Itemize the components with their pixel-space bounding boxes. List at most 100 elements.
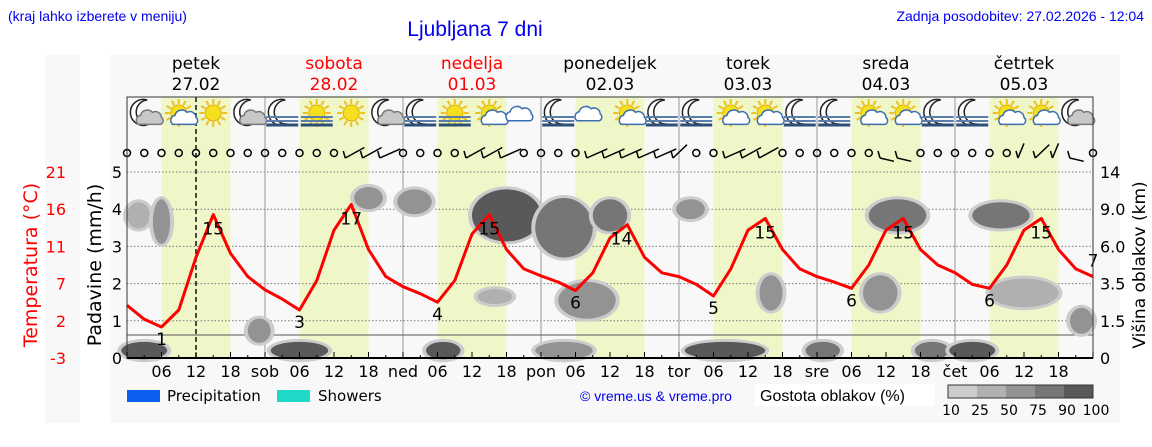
cloud-icon [574, 105, 603, 122]
density-step-label: 10 [942, 403, 960, 419]
wind-barb-icon [653, 148, 677, 159]
sun-ray [718, 116, 724, 121]
sun-ray [205, 120, 210, 126]
moon-cloud-icon [1061, 98, 1096, 127]
wind-barb-icon [1032, 144, 1050, 159]
sun-ray [1010, 100, 1015, 106]
sun-ray [182, 100, 187, 106]
cloud-shape [618, 109, 647, 126]
cloud-shape [998, 109, 1027, 126]
sun-ray [200, 105, 206, 110]
credit-link[interactable]: © vreme.us & vreme.pro [580, 388, 732, 404]
cloud-patch [805, 341, 840, 360]
wind-barb-icon [377, 148, 401, 159]
barb-staff [482, 146, 503, 159]
barb-tick [601, 150, 605, 159]
x-tick-label: tor [668, 362, 691, 381]
sun-ray [1014, 105, 1020, 110]
wind-barb-icon [618, 148, 643, 159]
cloud-patch [426, 341, 461, 360]
barb-staff [879, 157, 895, 163]
temperature-label: 1 [156, 330, 167, 350]
x-tick-label: 18 [634, 362, 654, 381]
sun-ray [304, 105, 310, 110]
cloud-patch [949, 341, 996, 360]
sun-ray [462, 105, 468, 110]
cloud-patch [676, 199, 705, 220]
wind-barb-icon [342, 146, 365, 159]
cloud-tick-label: 9.0 [1100, 200, 1125, 219]
barb-tick [739, 150, 743, 159]
x-tick-label: 12 [600, 362, 620, 381]
x-tick-label: 12 [876, 362, 896, 381]
wind-barb-icon [359, 146, 382, 159]
cloud-icon [505, 105, 534, 122]
cloud-patch [989, 278, 1059, 308]
x-tick-label: 06 [979, 362, 999, 381]
density-step-label: 90 [1058, 403, 1076, 419]
cloud-patch [397, 189, 432, 215]
wind-barb-icon [1015, 143, 1025, 159]
legend-precipitation-label: Precipitation [167, 387, 261, 405]
temperature-label: 6 [984, 291, 995, 311]
temp-axis-panel [45, 55, 80, 423]
wind-calm-icon [157, 148, 166, 158]
precip-axis-label: Padavine (mm/h) [84, 184, 106, 347]
wind-barb-icon [739, 146, 762, 159]
location-hint[interactable]: (kraj lahko izberete v meniju) [8, 8, 187, 24]
precip-tick-label: 1 [112, 312, 122, 331]
cloud-patch [121, 341, 168, 360]
wind-calm-icon [140, 148, 149, 158]
wind-calm-icon [778, 148, 787, 158]
wind-calm-icon [933, 148, 942, 158]
temperature-label: 6 [846, 291, 857, 311]
sun-fog-icon [300, 99, 333, 127]
cloud-patch [863, 275, 898, 311]
wind-calm-icon [260, 148, 270, 158]
wind-calm-icon [812, 148, 822, 158]
temperature-label: 3 [294, 313, 305, 333]
sun-ray [476, 116, 482, 121]
sun-icon [337, 99, 366, 127]
temp-tick-label: 16 [46, 200, 66, 219]
sun-cloud-icon [1027, 99, 1061, 127]
barb-tick [653, 150, 657, 159]
x-tick-label: ned [388, 362, 418, 381]
wind-barb-icon [756, 146, 779, 159]
density-step-label: 100 [1083, 403, 1110, 419]
barb-staff [655, 148, 677, 159]
temp-tick-label: 21 [46, 163, 66, 182]
barb-tick [894, 150, 898, 159]
wind-barb-icon [480, 146, 503, 159]
precip-tick-label: 4 [112, 200, 122, 219]
sun-ray [446, 100, 452, 106]
moon-cloud-icon [129, 98, 164, 127]
barb-tick [377, 150, 381, 159]
day-name: ponedeljek [563, 54, 657, 74]
wind-barb-icon [497, 148, 522, 159]
temperature-label: 15 [202, 220, 224, 240]
sun-ray [722, 100, 728, 106]
wind-barb-icon [635, 148, 660, 159]
sun-ray [772, 105, 778, 110]
wind-calm-icon [916, 148, 925, 158]
cloud-patch [472, 189, 541, 242]
cloud-patch [535, 198, 593, 258]
cloud-shape [377, 109, 406, 126]
sun-ray [757, 100, 762, 106]
x-tick-label: 18 [772, 362, 792, 381]
sun-ray [338, 105, 344, 110]
cloud-density-title-bg [755, 384, 935, 406]
cloud-shape [1067, 109, 1096, 126]
wind-barb-icon [670, 144, 688, 159]
wind-calm-icon [536, 148, 546, 158]
wind-calm-icon [709, 148, 718, 158]
sun-disc [446, 104, 464, 122]
day-date: 01.03 [448, 75, 497, 95]
wind-calm-icon [191, 148, 201, 158]
day-date: 04.03 [862, 75, 911, 95]
sun-ray [752, 105, 758, 110]
day-name: četrtek [994, 54, 1055, 74]
barb-staff [1034, 144, 1050, 159]
sun-ray [872, 100, 877, 106]
